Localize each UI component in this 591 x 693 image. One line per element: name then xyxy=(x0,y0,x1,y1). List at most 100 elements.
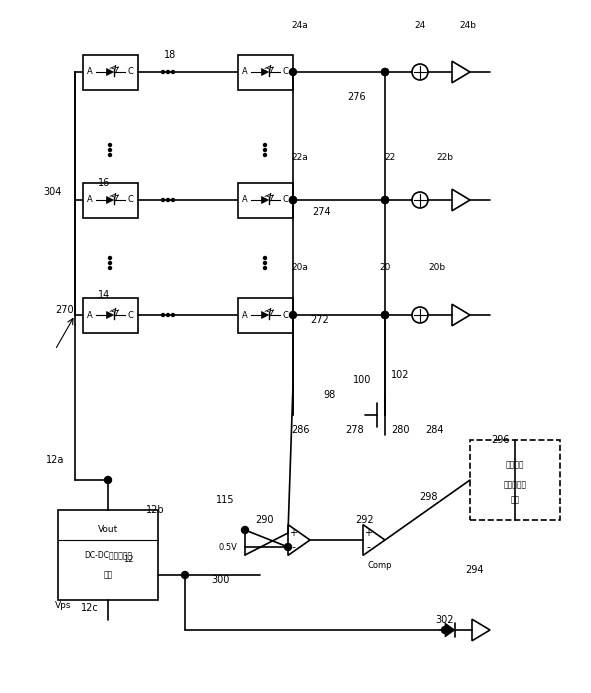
Text: 20: 20 xyxy=(379,263,391,272)
Text: 274: 274 xyxy=(313,207,332,217)
Text: 22: 22 xyxy=(384,152,395,161)
Text: C: C xyxy=(128,67,134,76)
Text: +: + xyxy=(289,528,297,538)
Circle shape xyxy=(171,198,174,202)
Text: C: C xyxy=(128,195,134,204)
Text: 298: 298 xyxy=(419,492,437,502)
Circle shape xyxy=(161,198,164,202)
Text: 98: 98 xyxy=(324,390,336,400)
Text: 296: 296 xyxy=(491,435,509,445)
Circle shape xyxy=(109,154,112,157)
Text: 12: 12 xyxy=(123,556,133,565)
Text: A: A xyxy=(87,195,92,204)
Text: 280: 280 xyxy=(391,425,409,435)
Circle shape xyxy=(264,154,267,157)
Circle shape xyxy=(161,71,164,73)
Text: Vps: Vps xyxy=(55,601,72,610)
Text: 12b: 12b xyxy=(146,505,164,515)
Circle shape xyxy=(109,148,112,152)
Text: A: A xyxy=(242,67,248,76)
Circle shape xyxy=(171,71,174,73)
Text: 24a: 24a xyxy=(291,21,309,30)
Text: -: - xyxy=(291,542,295,552)
Text: C: C xyxy=(282,195,288,204)
Circle shape xyxy=(382,69,388,76)
Circle shape xyxy=(382,69,388,76)
Text: 102: 102 xyxy=(391,370,409,380)
Text: C: C xyxy=(128,310,134,319)
Text: 18: 18 xyxy=(164,50,176,60)
Circle shape xyxy=(167,313,170,317)
Text: 調整: 調整 xyxy=(103,570,113,579)
Text: 270: 270 xyxy=(56,305,74,315)
Text: 100: 100 xyxy=(353,375,371,385)
Circle shape xyxy=(290,311,297,319)
Bar xyxy=(238,182,293,218)
Bar xyxy=(83,55,138,89)
Text: 24: 24 xyxy=(414,21,426,30)
Text: 294: 294 xyxy=(466,565,484,575)
Text: 12a: 12a xyxy=(46,455,64,465)
Polygon shape xyxy=(106,197,113,204)
Text: 278: 278 xyxy=(346,425,364,435)
Text: 0.5V: 0.5V xyxy=(219,543,238,552)
Text: チャンネル: チャンネル xyxy=(504,480,527,489)
Text: 284: 284 xyxy=(426,425,444,435)
Circle shape xyxy=(109,256,112,259)
Bar xyxy=(238,55,293,89)
Text: A: A xyxy=(242,195,248,204)
Text: 24b: 24b xyxy=(459,21,476,30)
Circle shape xyxy=(290,197,297,204)
Circle shape xyxy=(181,572,189,579)
Circle shape xyxy=(167,198,170,202)
Text: A: A xyxy=(87,67,92,76)
Text: 22b: 22b xyxy=(437,152,453,161)
Polygon shape xyxy=(261,311,268,319)
Circle shape xyxy=(242,527,248,534)
Polygon shape xyxy=(261,197,268,204)
Text: -: - xyxy=(366,542,370,552)
Text: C: C xyxy=(282,67,288,76)
Bar xyxy=(58,510,158,600)
Circle shape xyxy=(171,313,174,317)
Circle shape xyxy=(382,197,388,204)
Text: C: C xyxy=(282,310,288,319)
Text: 300: 300 xyxy=(211,575,229,585)
Circle shape xyxy=(382,311,388,319)
Circle shape xyxy=(284,543,291,550)
Circle shape xyxy=(264,267,267,270)
Text: A: A xyxy=(242,310,248,319)
Circle shape xyxy=(441,626,449,633)
Text: 272: 272 xyxy=(311,315,329,325)
Text: 290: 290 xyxy=(256,515,274,525)
Bar xyxy=(470,440,560,520)
Text: Vout: Vout xyxy=(98,525,118,534)
Text: 14: 14 xyxy=(98,290,110,300)
Text: A: A xyxy=(87,310,92,319)
Text: 286: 286 xyxy=(291,425,309,435)
Polygon shape xyxy=(261,69,268,76)
Circle shape xyxy=(161,313,164,317)
Text: Comp: Comp xyxy=(368,561,392,570)
Bar xyxy=(83,297,138,333)
Text: 選択: 選択 xyxy=(511,495,519,505)
Bar xyxy=(238,297,293,333)
Polygon shape xyxy=(106,69,113,76)
Circle shape xyxy=(167,71,170,73)
Circle shape xyxy=(382,197,388,204)
Text: 16: 16 xyxy=(98,178,110,188)
Text: 12c: 12c xyxy=(81,603,99,613)
Circle shape xyxy=(264,261,267,265)
Text: 115: 115 xyxy=(216,495,234,505)
Text: 20b: 20b xyxy=(428,263,446,272)
Text: 20a: 20a xyxy=(291,263,309,272)
Text: 292: 292 xyxy=(356,515,374,525)
Circle shape xyxy=(264,143,267,146)
Text: デジタル: デジタル xyxy=(506,461,524,469)
Text: 276: 276 xyxy=(348,92,366,102)
Circle shape xyxy=(109,143,112,146)
Circle shape xyxy=(109,261,112,265)
Text: +: + xyxy=(364,528,372,538)
Text: 302: 302 xyxy=(436,615,454,625)
Circle shape xyxy=(382,311,388,319)
